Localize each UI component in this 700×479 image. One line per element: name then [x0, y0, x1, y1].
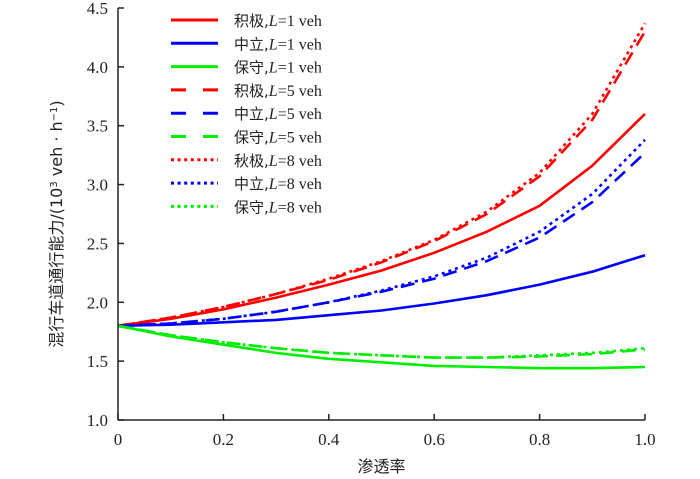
legend-label: 中立,L=1 veh	[234, 35, 322, 53]
series-line-6	[117, 22, 647, 328]
y-axis-title-main: 混行车道通行能力/(10	[47, 188, 66, 348]
series-layer	[117, 22, 647, 370]
legend-label: 积极,L=5 veh	[234, 82, 322, 100]
series-line-2	[117, 324, 646, 370]
legend-item: 中立,L=1 veh	[171, 35, 322, 53]
legend-label: 中立,L=8 veh	[234, 175, 322, 193]
y-axis-title-sup2: −1	[49, 107, 60, 122]
y-tick-label: 4.5	[87, 0, 108, 18]
legend-label: 积极,L=1 veh	[234, 12, 322, 30]
series-line-1	[117, 253, 646, 328]
legend-label: 保守,L=1 veh	[234, 59, 322, 77]
legend-item: 积极,L=5 veh	[171, 82, 322, 100]
x-axis-title: 渗透率	[357, 457, 405, 476]
series-line-3	[117, 30, 647, 328]
y-tick-label: 2.5	[87, 234, 108, 253]
legend-item: 保守,L=8 veh	[171, 198, 322, 216]
series-line-7	[117, 138, 646, 328]
legend-item: 中立,L=5 veh	[171, 105, 322, 123]
x-tick-label: 0.2	[213, 430, 234, 449]
y-tick-label: 4.0	[87, 58, 108, 77]
legend-item: 中立,L=8 veh	[171, 175, 322, 193]
y-axis-title-mid: veh · h	[47, 121, 66, 181]
legend-label: 保守,L=5 veh	[234, 129, 322, 147]
legend-label: 秋极,L=8 veh	[234, 152, 322, 170]
series-line-0	[117, 112, 646, 328]
axes-layer	[117, 8, 645, 421]
legend-label: 中立,L=5 veh	[234, 105, 322, 123]
y-tick-label: 1.0	[87, 411, 108, 430]
ticks-layer: 1.0 1.5 2.0 2.5 3.0 3.5 4.0 4.5 0 0.2 0.4 0.6 0.8 1.0	[87, 0, 656, 449]
legend: 积极,L=1 veh 中立,L=1 veh 保守,L=1 veh 积极,L=5 veh…	[171, 12, 322, 216]
x-tick-label: 0.8	[529, 430, 550, 449]
legend-item: 保守,L=5 veh	[171, 129, 322, 147]
series-line-8	[117, 324, 646, 359]
x-tick-label: 0.4	[318, 430, 340, 449]
y-tick-label: 1.5	[87, 352, 108, 371]
legend-item: 积极,L=1 veh	[171, 12, 322, 30]
x-tick-label: 0.6	[424, 430, 445, 449]
x-tick-label: 0	[114, 430, 123, 449]
legend-item: 保守,L=1 veh	[171, 59, 322, 77]
y-axis-title-sup: 3	[49, 181, 60, 187]
y-tick-label: 3.5	[87, 117, 108, 136]
legend-item: 秋极,L=8 veh	[171, 152, 322, 170]
series-line-4	[117, 151, 646, 328]
y-axis-title: 混行车道通行能力/(103 veh · h−1)	[47, 100, 66, 347]
x-tick-label: 1.0	[634, 430, 655, 449]
y-tick-label: 2.0	[87, 293, 108, 312]
legend-label: 保守,L=8 veh	[234, 198, 322, 216]
y-tick-label: 3.0	[87, 176, 108, 195]
y-axis-title-end: )	[47, 100, 66, 106]
